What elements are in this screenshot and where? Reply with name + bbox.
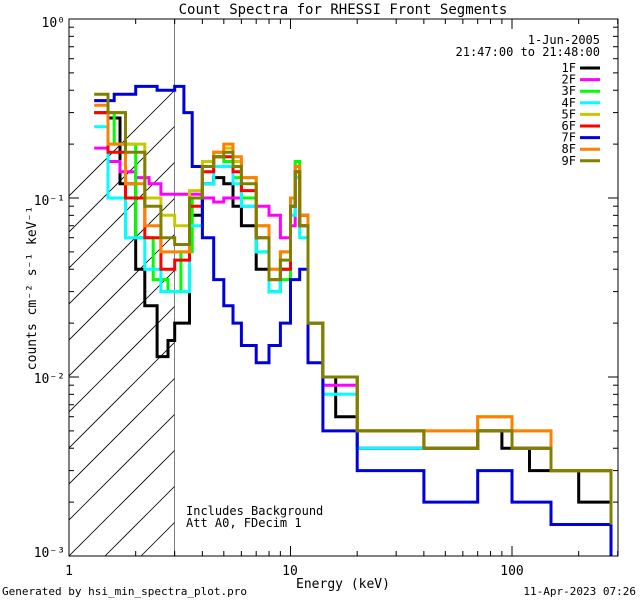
time-range-label: 21:47:00 to 21:48:00 (456, 45, 601, 59)
y-tick-label-1e0: 10⁰ (42, 16, 65, 31)
axes (69, 18, 619, 557)
y-axis-label: counts cm⁻² s⁻¹ keV⁻¹ (25, 206, 40, 370)
series-line-9F (94, 92, 613, 525)
generated-by-label: Generated by hsi_min_spectra_plot.pro (2, 585, 247, 598)
series-line-7F (94, 84, 613, 556)
background-hatched-region (69, 19, 618, 556)
legend-label-1F: 1F (562, 61, 576, 75)
x-tick-label-100: 100 (500, 564, 523, 579)
legend-label-5F: 5F (562, 107, 576, 121)
y-tick-label-1e-1: 10⁻¹ (34, 194, 65, 209)
legend-label-9F: 9F (562, 154, 576, 168)
x-axis-label: Energy (keV) (296, 577, 390, 592)
y-tick-label-1e-2: 10⁻² (34, 372, 65, 387)
annotation-attenuator: Att A0, FDecim 1 (186, 516, 302, 530)
x-tick-label-1: 1 (65, 564, 73, 579)
date-label: 1-Jun-2005 (528, 33, 600, 47)
hatch-mask (174, 19, 618, 556)
legend-label-4F: 4F (562, 96, 576, 110)
series-layer (94, 84, 613, 556)
chart-title: Count Spectra for RHESSI Front Segments (179, 2, 508, 18)
timestamp-label: 11-Apr-2023 07:26 (523, 585, 636, 598)
legend-label-2F: 2F (562, 73, 576, 87)
x-tick-label-10: 10 (282, 564, 298, 579)
annotation-background: Includes Background (186, 504, 323, 518)
legend-label-6F: 6F (562, 119, 576, 133)
legend-label-7F: 7F (562, 131, 576, 145)
plot-frame (68, 18, 619, 557)
legend-label-3F: 3F (562, 84, 576, 98)
y-tick-label-1e-3: 10⁻³ (34, 546, 65, 561)
hatch-line (69, 19, 247, 197)
legend-label-8F: 8F (562, 142, 576, 156)
